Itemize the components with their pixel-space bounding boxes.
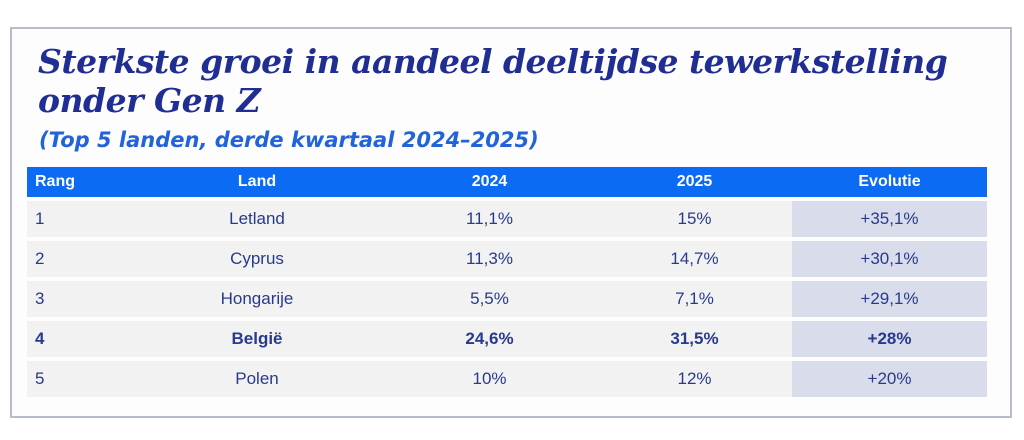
header-cell-land: Land xyxy=(237,172,277,190)
cell-evolutie: +20% xyxy=(792,360,987,397)
stats-table: Rang Land 2024 2025 Evolutie 1 Letland 1… xyxy=(27,166,987,397)
cell-evolutie: +28% xyxy=(792,320,987,357)
title-line-1: Sterkste groei in aandeel deeltijdse tew… xyxy=(38,42,948,81)
cell-evolutie: +35,1% xyxy=(792,200,987,237)
header-cell-rang: Rang xyxy=(35,172,75,190)
header-cell-evolutie: Evolutie xyxy=(858,172,921,190)
title-line-2: onder Gen Z xyxy=(38,80,261,120)
cell-land: Polen xyxy=(235,368,279,388)
cell-rang: 1 xyxy=(35,208,45,228)
cell-rang: 3 xyxy=(35,288,45,308)
cell-rang: 2 xyxy=(35,248,45,268)
header-cell-2024: 2024 xyxy=(471,172,508,190)
cell-2025: 15% xyxy=(677,208,712,228)
cell-2025: 7,1% xyxy=(675,288,714,308)
cell-rang: 4 xyxy=(35,328,45,348)
table-header-row: Rang Land 2024 2025 Evolutie xyxy=(27,166,987,197)
cell-2024: 5,5% xyxy=(470,288,509,308)
cell-rang: 5 xyxy=(35,368,45,388)
page-title: Sterkste groei in aandeel deeltijdse tew… xyxy=(38,42,980,121)
cell-2025: 12% xyxy=(677,368,712,388)
table-row: 2 Cyprus 11,3% 14,7% +30,1% xyxy=(27,240,987,277)
table-row-highlighted: 4 België 24,6% 31,5% +28% xyxy=(27,320,987,357)
cell-land: Cyprus xyxy=(230,248,284,268)
cell-2025: 14,7% xyxy=(670,248,719,268)
page-subtitle: (Top 5 landen, derde kwartaal 2024–2025) xyxy=(39,127,539,152)
cell-2024: 10% xyxy=(472,368,507,388)
cell-land: België xyxy=(231,328,283,348)
cell-2024: 24,6% xyxy=(465,328,514,348)
cell-2024: 11,1% xyxy=(466,208,513,228)
table-row: 3 Hongarije 5,5% 7,1% +29,1% xyxy=(27,280,987,317)
cell-evolutie: +30,1% xyxy=(792,240,987,277)
cell-2024: 11,3% xyxy=(466,248,513,268)
cell-evolutie: +29,1% xyxy=(792,280,987,317)
cell-2025: 31,5% xyxy=(670,328,719,348)
cell-land: Hongarije xyxy=(220,288,294,308)
infographic-card: Sterkste groei in aandeel deeltijdse tew… xyxy=(10,27,1012,418)
table-row: 1 Letland 11,1% 15% +35,1% xyxy=(27,200,987,237)
header-cell-2025: 2025 xyxy=(676,172,713,190)
cell-land: Letland xyxy=(229,208,285,228)
table-row: 5 Polen 10% 12% +20% xyxy=(27,360,987,397)
